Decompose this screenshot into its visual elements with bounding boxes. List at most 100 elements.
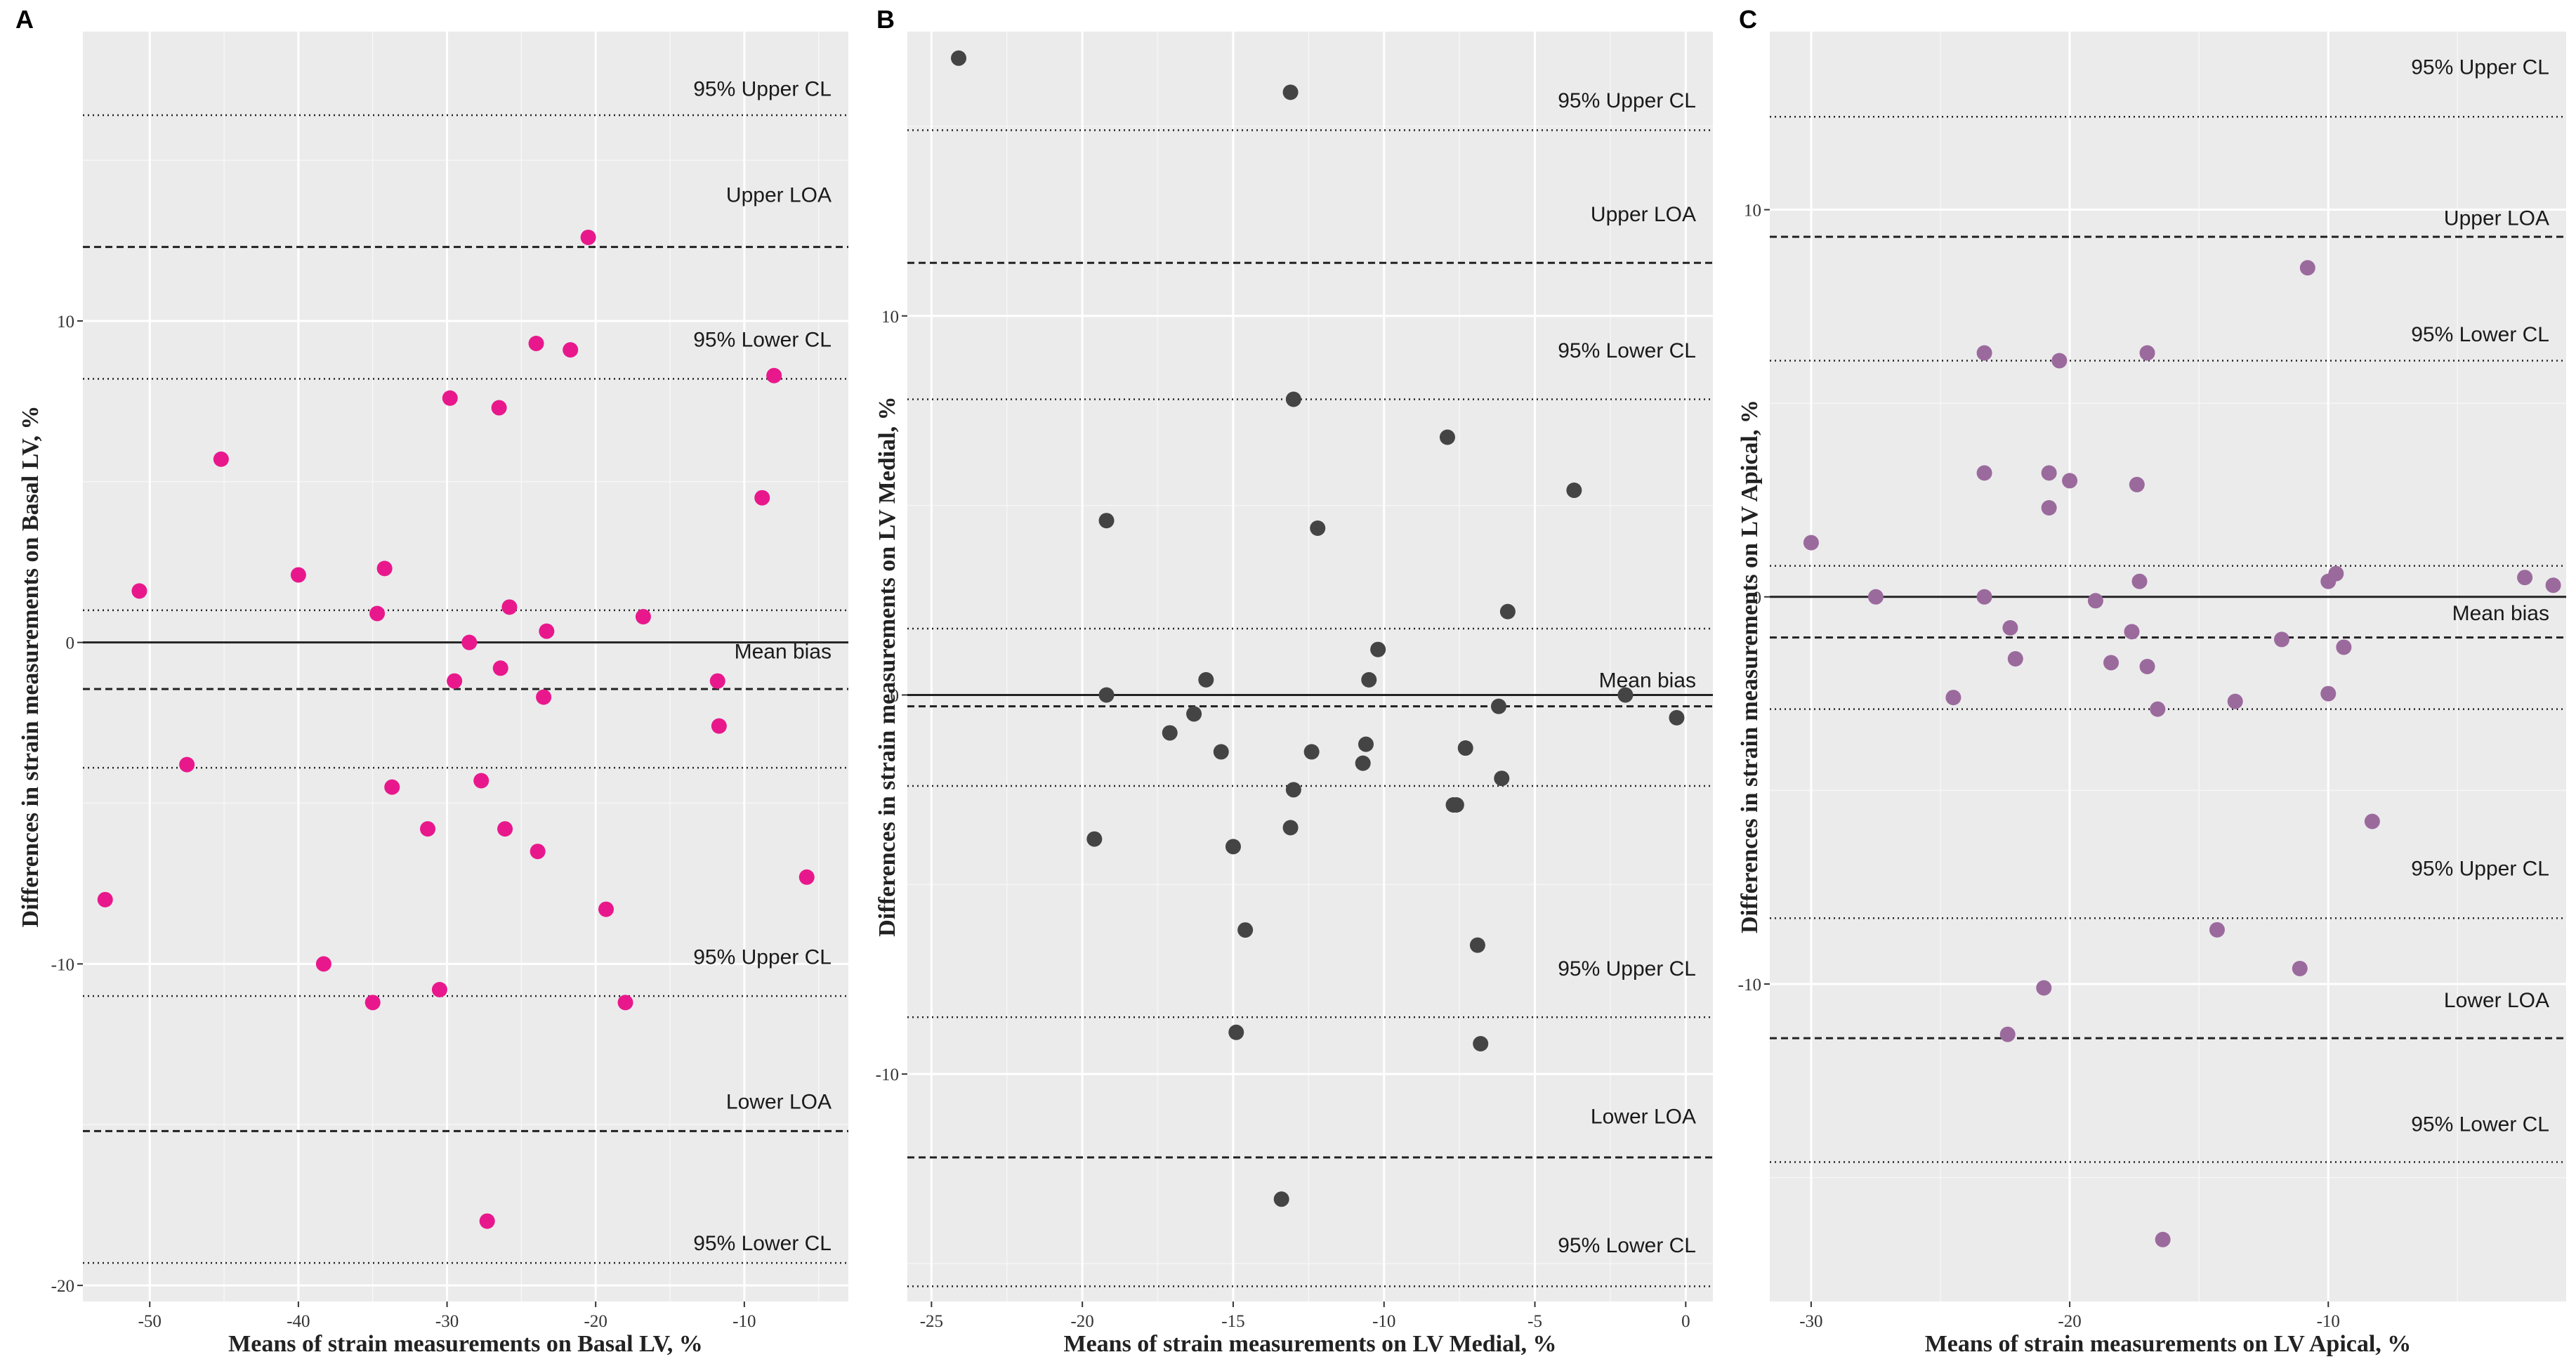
data-point bbox=[1098, 513, 1115, 529]
y-axis-title: Differences in strain measurements on LV… bbox=[1737, 400, 1763, 933]
data-point bbox=[1469, 937, 1485, 953]
reference-line-label: 95% Upper CL bbox=[1558, 957, 1696, 981]
data-point bbox=[754, 490, 770, 506]
panel-c: C 95% Upper CL Upper LOA 95% Lower CL Mean b… bbox=[1737, 5, 2566, 1357]
y-tick-label: 0 bbox=[891, 686, 900, 705]
data-point bbox=[376, 560, 393, 577]
data-point bbox=[479, 1213, 495, 1229]
data-point bbox=[617, 995, 633, 1011]
data-point bbox=[2209, 922, 2225, 938]
reference-line-label: 95% Lower CL bbox=[1558, 1234, 1696, 1257]
data-point bbox=[2274, 631, 2289, 648]
data-point bbox=[1162, 725, 1178, 741]
reference-line-label: Upper LOA bbox=[2444, 207, 2549, 230]
data-point bbox=[1976, 345, 1992, 361]
data-point bbox=[563, 342, 579, 358]
reference-line-label: Lower LOA bbox=[2444, 989, 2549, 1012]
data-point bbox=[442, 390, 458, 406]
data-point bbox=[598, 901, 615, 917]
data-point bbox=[1566, 483, 1582, 499]
reference-line-label: 95% Lower CL bbox=[2411, 323, 2549, 346]
y-tick-label: 0 bbox=[66, 634, 75, 653]
panel-a: A 95% Upper CL Upper LOA 95% Lower CL Mean b… bbox=[15, 5, 848, 1357]
data-point bbox=[1213, 744, 1229, 760]
x-axis-title: Means of strain measurements on Basal LV… bbox=[228, 1331, 703, 1357]
data-point bbox=[2007, 650, 2023, 667]
data-point bbox=[2051, 353, 2068, 369]
y-tick-label: 10 bbox=[881, 308, 899, 327]
data-point bbox=[1945, 690, 1961, 706]
data-point bbox=[1457, 740, 1473, 756]
data-point bbox=[530, 844, 546, 860]
data-point bbox=[1303, 744, 1320, 760]
data-point bbox=[799, 869, 815, 885]
data-point bbox=[213, 451, 229, 467]
reference-line-label: Mean bias bbox=[735, 641, 832, 664]
data-point bbox=[364, 995, 381, 1011]
reference-line-label: 95% Lower CL bbox=[1558, 339, 1696, 362]
data-point bbox=[369, 605, 386, 622]
y-tick-label: 10 bbox=[57, 313, 74, 332]
x-tick-label: -5 bbox=[1527, 1312, 1542, 1331]
data-point bbox=[1499, 603, 1516, 619]
data-point bbox=[1473, 1036, 1489, 1052]
panel-letter: B bbox=[876, 5, 895, 34]
data-point bbox=[2062, 473, 2078, 489]
data-point bbox=[1370, 641, 1386, 657]
data-point bbox=[2227, 693, 2243, 709]
data-point bbox=[2139, 659, 2155, 674]
data-point bbox=[179, 756, 195, 773]
reference-line-label: 95% Upper CL bbox=[693, 78, 832, 101]
y-tick-label: -10 bbox=[1738, 976, 1761, 995]
x-tick-label: -15 bbox=[1221, 1312, 1244, 1331]
reference-line-label: 95% Upper CL bbox=[2411, 858, 2549, 881]
data-point bbox=[2131, 573, 2148, 589]
x-axis-title: Means of strain measurements on LV Media… bbox=[1063, 1331, 1556, 1357]
plot-background bbox=[907, 32, 1713, 1301]
data-point bbox=[491, 400, 507, 416]
data-point bbox=[1439, 429, 1455, 445]
data-point bbox=[1225, 839, 1241, 855]
data-point bbox=[2129, 476, 2145, 492]
panel-b: B 95% Upper CL Upper LOA 95% Lower CL Mean b… bbox=[874, 5, 1713, 1357]
x-tick-label: -10 bbox=[2317, 1312, 2340, 1331]
data-point bbox=[2517, 570, 2533, 586]
data-point bbox=[1490, 698, 1506, 714]
reference-line-label: 95% Lower CL bbox=[693, 1232, 832, 1255]
y-tick-label: -20 bbox=[51, 1277, 74, 1296]
reference-line-label: 95% Upper CL bbox=[693, 945, 832, 969]
data-point bbox=[315, 956, 331, 972]
y-tick-label: 10 bbox=[1744, 202, 1761, 221]
data-point bbox=[539, 623, 555, 639]
data-point bbox=[1361, 671, 1377, 688]
data-point bbox=[2320, 686, 2337, 702]
data-point bbox=[635, 609, 651, 625]
data-point bbox=[709, 673, 725, 689]
reference-line-label: Upper LOA bbox=[1591, 203, 1696, 226]
reference-line-label: 95% Lower CL bbox=[693, 329, 832, 352]
data-point bbox=[501, 599, 518, 615]
data-point bbox=[711, 718, 727, 734]
data-point bbox=[420, 821, 436, 837]
x-tick-label: -20 bbox=[584, 1312, 607, 1331]
data-point bbox=[1976, 465, 1992, 481]
data-point bbox=[1494, 770, 1510, 787]
data-point bbox=[1282, 820, 1299, 836]
data-point bbox=[447, 673, 463, 689]
data-point bbox=[290, 567, 306, 583]
data-point bbox=[473, 773, 489, 789]
data-point bbox=[1358, 736, 1374, 752]
reference-line-label: Lower LOA bbox=[726, 1090, 832, 1113]
x-tick-label: -20 bbox=[2058, 1312, 2081, 1331]
reference-line-label: Upper LOA bbox=[726, 184, 832, 207]
data-point bbox=[2299, 260, 2315, 276]
x-tick-label: 0 bbox=[1681, 1312, 1690, 1331]
data-point bbox=[1355, 755, 1371, 771]
data-point bbox=[1617, 687, 1634, 703]
y-tick-label: -10 bbox=[51, 955, 74, 974]
data-point bbox=[1186, 706, 1202, 722]
plot-background bbox=[83, 32, 848, 1301]
data-point bbox=[131, 583, 147, 599]
data-point bbox=[461, 634, 478, 650]
